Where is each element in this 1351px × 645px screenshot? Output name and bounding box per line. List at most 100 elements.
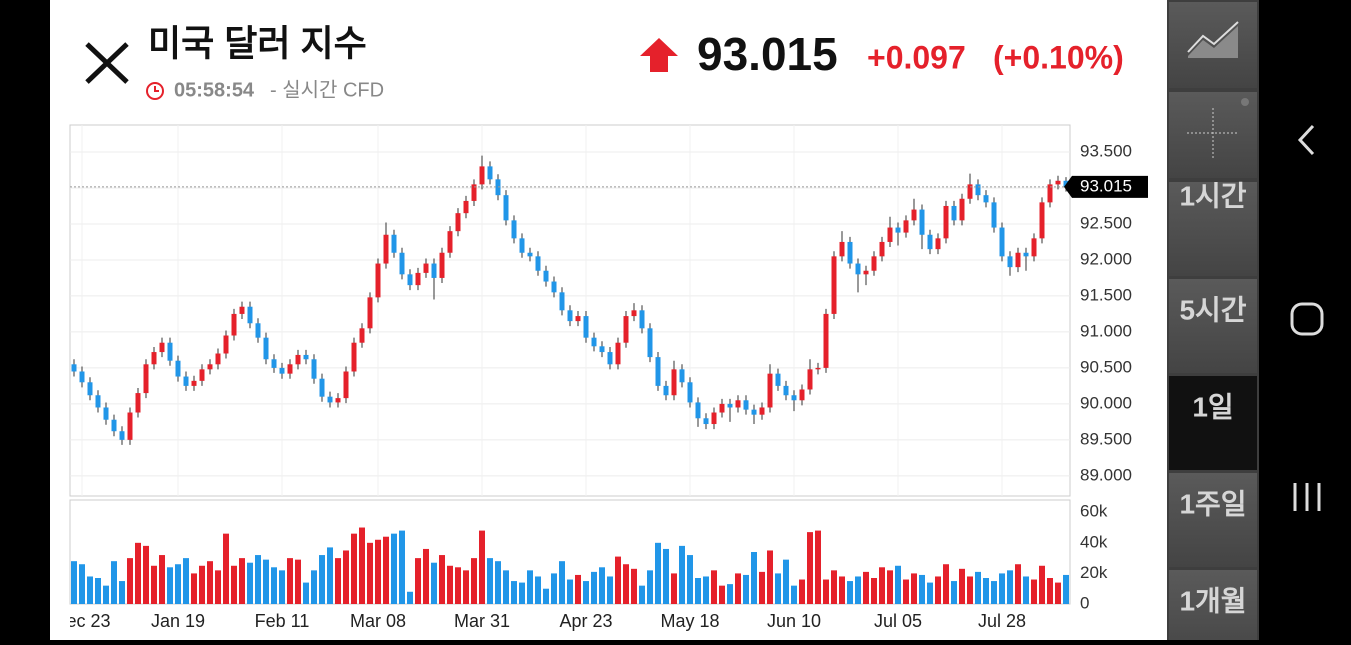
candle-body — [711, 412, 717, 425]
volume-bar — [823, 579, 829, 604]
volume-bar — [287, 558, 293, 604]
volume-bar — [695, 578, 701, 604]
volume-bar — [503, 570, 509, 604]
candle-body — [159, 342, 165, 353]
volume-bar — [567, 579, 573, 604]
interval-button[interactable] — [1169, 376, 1257, 470]
candle-body — [759, 407, 765, 415]
candle-body — [927, 234, 933, 250]
candle-body — [143, 364, 149, 394]
candle-body — [95, 395, 101, 408]
price: 93.015 — [697, 28, 838, 80]
volume-bar — [647, 570, 653, 604]
volume-bar — [751, 552, 757, 604]
candle-body — [511, 220, 517, 239]
home-button[interactable] — [1290, 302, 1324, 336]
candle-body — [647, 328, 653, 358]
candle-body — [151, 352, 157, 365]
candle-body — [463, 200, 469, 214]
volume-bar — [383, 536, 389, 604]
y-tick-label: 89.000 — [1080, 465, 1132, 484]
candle-body — [319, 378, 325, 397]
x-tick-label: Jul 28 — [978, 611, 1026, 631]
volume-bar — [167, 567, 173, 604]
clock-icon — [146, 82, 164, 100]
volume-bar — [495, 561, 501, 604]
candle-body — [327, 396, 333, 403]
volume-bar — [359, 527, 365, 604]
volume-bar — [431, 562, 437, 604]
candle-body — [447, 231, 453, 253]
volume-bar — [967, 576, 973, 604]
left-edge — [0, 0, 50, 640]
candle-body — [1055, 180, 1061, 185]
candle-body — [127, 412, 133, 440]
volume-bar — [527, 570, 533, 604]
last-price-box — [1064, 175, 1148, 198]
candle-body — [239, 306, 245, 314]
volume-bar — [951, 581, 957, 604]
candle-body — [1031, 238, 1037, 257]
candle-body — [703, 418, 709, 425]
y-tick-label: 91.500 — [1080, 285, 1132, 304]
volume-bar — [759, 571, 765, 604]
candle-body — [343, 371, 349, 399]
candle-body — [471, 184, 477, 201]
candle-body — [1063, 180, 1069, 187]
volume-bar — [215, 570, 221, 604]
volume-bar — [471, 558, 477, 604]
volume-bar — [919, 574, 925, 604]
title: 미국 달러 지수 — [148, 23, 367, 64]
volume-bar — [975, 571, 981, 604]
interval-button[interactable] — [1169, 182, 1257, 276]
volume-bar — [575, 574, 581, 604]
volume-bar — [615, 556, 621, 604]
volume-bar — [487, 558, 493, 604]
volume-bar — [703, 576, 709, 604]
volume-bar — [807, 532, 813, 604]
volume-bar — [775, 573, 781, 604]
volume-tick-label: 0 — [1080, 593, 1089, 612]
volume-bar — [1055, 582, 1061, 604]
x-tick-label: Feb 11 — [255, 611, 310, 631]
candle-body — [215, 353, 221, 365]
volume-bar — [743, 574, 749, 604]
interval-button[interactable] — [1169, 279, 1257, 373]
volume-bar — [631, 568, 637, 604]
volume-bar — [943, 564, 949, 604]
chart-type-button[interactable] — [1169, 2, 1257, 88]
source: - 실시간 CFD — [270, 78, 384, 101]
candle-body — [87, 382, 93, 396]
volume-bar — [863, 571, 869, 604]
candle-body — [231, 313, 237, 336]
volume-bar — [151, 565, 157, 604]
recents-button[interactable] — [1293, 483, 1321, 511]
interval-button[interactable] — [1169, 570, 1257, 645]
volume-bar — [239, 558, 245, 604]
candle-body — [687, 382, 693, 403]
x-axis: Dec 23 Jan 19 Feb 11 Mar 08 Mar 31 Apr 23 May … — [70, 611, 1026, 631]
volume-bar — [263, 559, 269, 604]
candle-body — [751, 409, 757, 415]
volume-bar — [1015, 564, 1021, 604]
volume-bar — [367, 542, 373, 604]
candle-body — [895, 227, 901, 233]
interval-button[interactable] — [1169, 473, 1257, 567]
x-tick-label: Jul 05 — [874, 611, 922, 631]
candle-body — [863, 270, 869, 275]
candle-body — [959, 198, 965, 221]
volume-bar — [1039, 565, 1045, 604]
volume-bar — [207, 561, 213, 604]
close-button[interactable] — [85, 42, 129, 84]
back-button[interactable] — [1297, 124, 1315, 156]
volume-bar — [855, 576, 861, 604]
crosshair-button[interactable] — [1169, 92, 1257, 178]
volume-bar — [623, 564, 629, 604]
candle-body — [679, 369, 685, 383]
volume-bar — [223, 533, 229, 604]
volume-bar — [455, 567, 461, 604]
volume-bar — [991, 581, 997, 604]
y-tick-label: 92.500 — [1080, 213, 1132, 232]
volume-bar — [559, 561, 565, 604]
